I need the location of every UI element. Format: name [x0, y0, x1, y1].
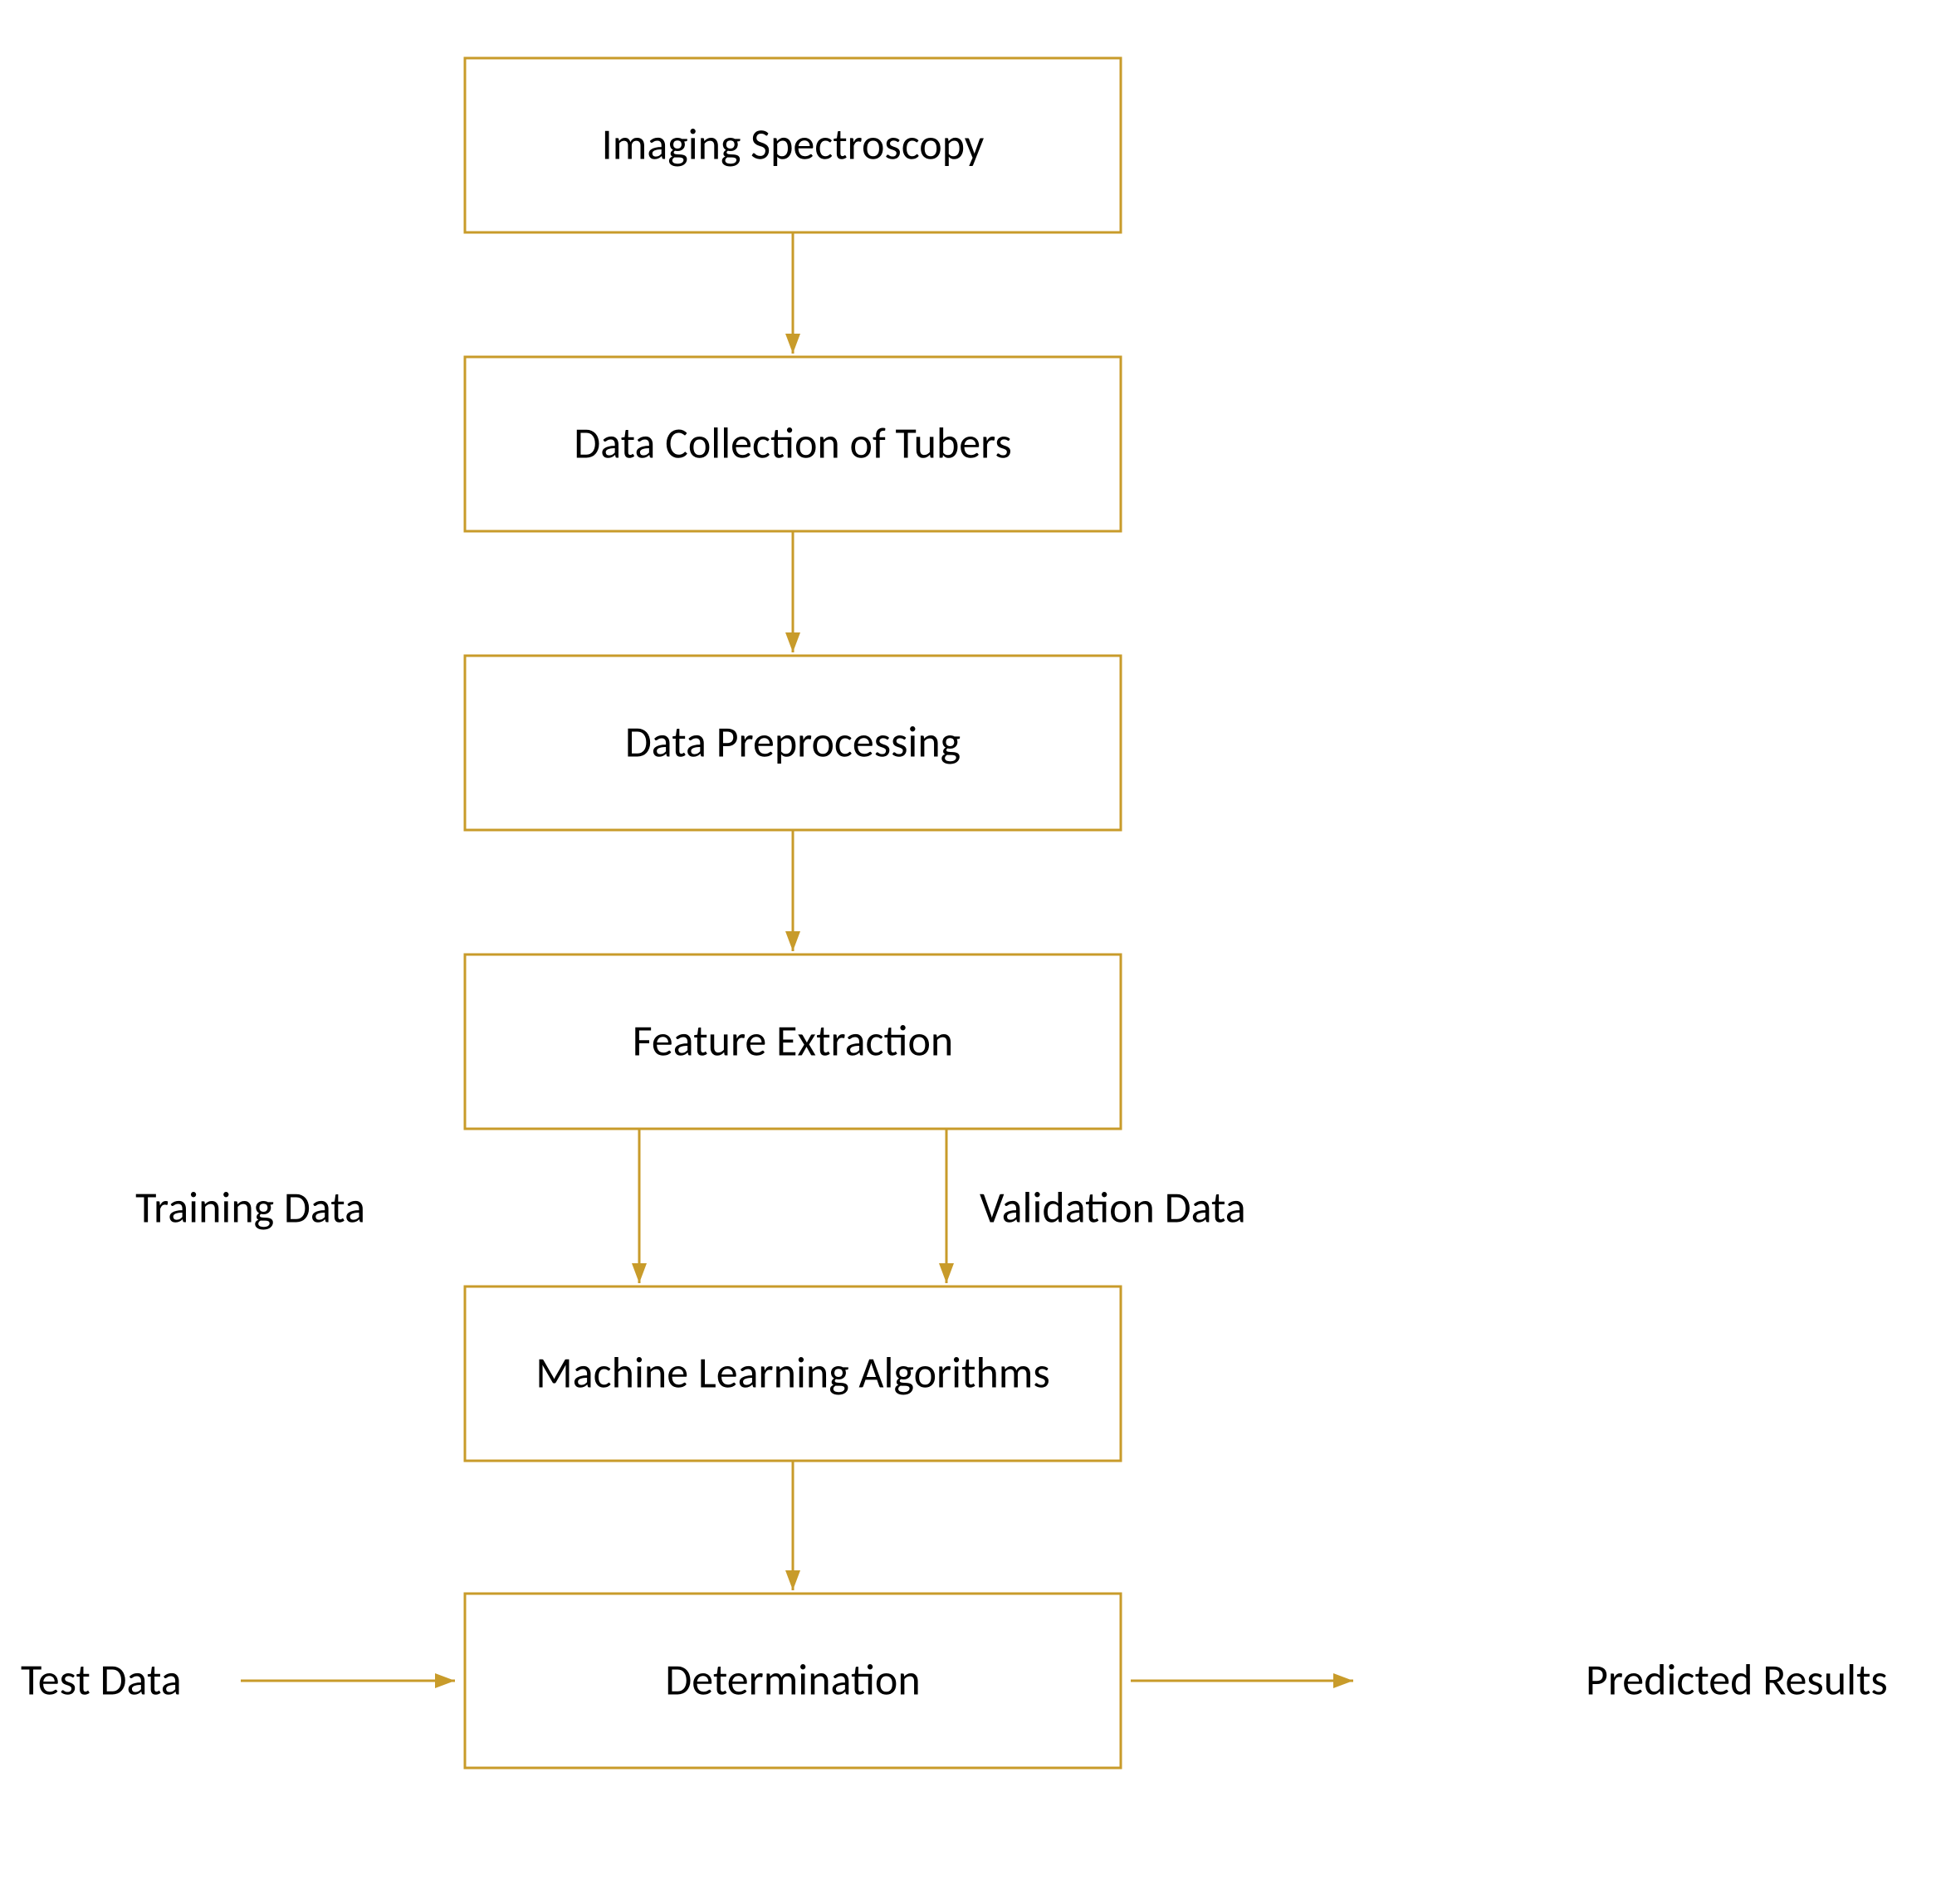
edge-label-right: Validation Data — [980, 1180, 1246, 1233]
flow-node-label: Feature Extraction — [633, 1013, 953, 1067]
flow-node-label: Imaging Spectroscopy — [602, 117, 985, 170]
side-label: Predicted Results — [1586, 1653, 1888, 1706]
flow-node-label: Machine Learning Algorithms — [535, 1345, 1049, 1399]
flow-node-label: Data Collection of Tubers — [574, 416, 1011, 469]
edge-label-left: Training Data — [135, 1180, 365, 1233]
flow-node-label: Determination — [665, 1653, 920, 1706]
flow-node-label: Data Preprocessing — [625, 715, 961, 768]
side-label: Test Data — [21, 1653, 182, 1706]
